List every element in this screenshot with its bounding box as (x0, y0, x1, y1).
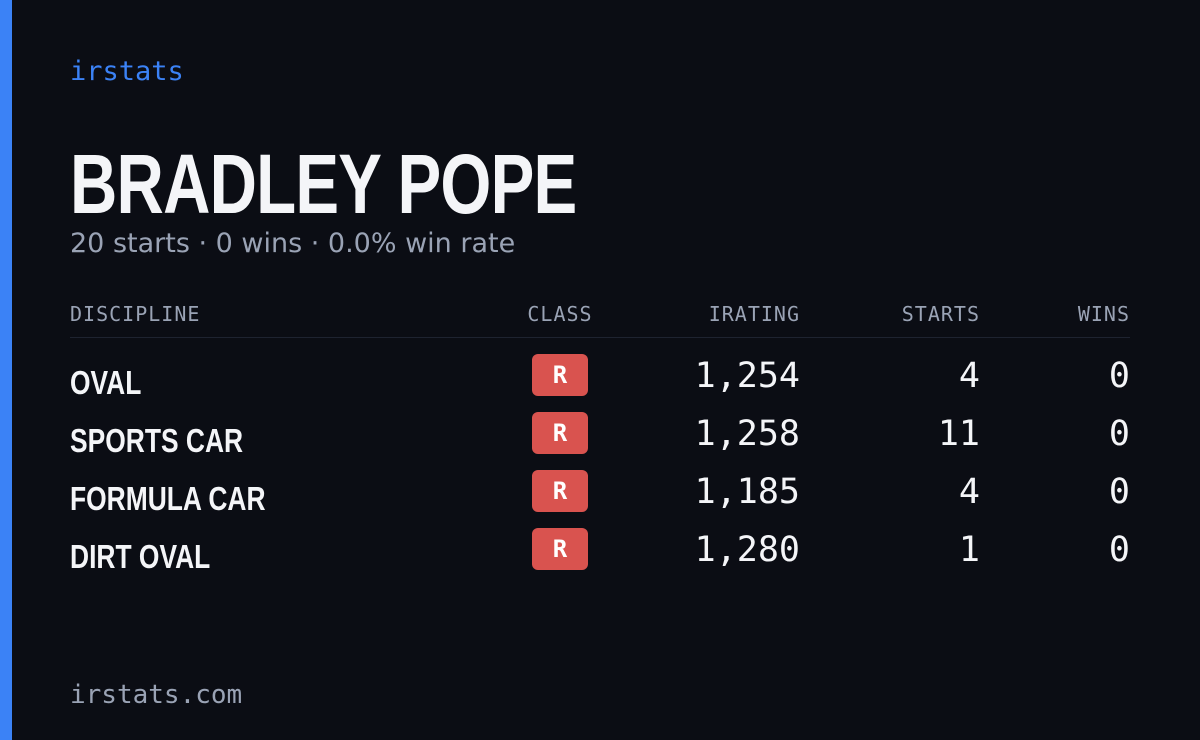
table-row: OVAL R 1,254 4 0 (0, 354, 1200, 412)
column-header: WINS (1077, 302, 1130, 326)
class-badge: R (532, 354, 588, 396)
irating: 1,254 (694, 356, 800, 396)
column-header: IRATING (708, 302, 800, 326)
table-row: FORMULA CAR R 1,185 4 0 (0, 470, 1200, 528)
column-header: CLASS (527, 302, 593, 326)
discipline: SPORTS CAR (70, 422, 244, 459)
table-row: SPORTS CAR R 1,258 11 0 (0, 412, 1200, 470)
divider (70, 337, 1130, 338)
irating: 1,280 (694, 530, 800, 570)
driver-name: BRADLEY POPE (70, 137, 577, 231)
wins: 0 (1108, 356, 1130, 396)
wins: 0 (1108, 530, 1130, 570)
starts: 1 (958, 530, 980, 570)
starts: 11 (937, 414, 980, 454)
discipline: FORMULA CAR (70, 480, 266, 517)
column-header: STARTS (901, 302, 980, 326)
column-header: DISCIPLINE (70, 302, 201, 326)
class-badge: R (532, 412, 588, 454)
wins: 0 (1108, 472, 1130, 512)
wins: 0 (1108, 414, 1130, 454)
irating: 1,258 (694, 414, 800, 454)
discipline: DIRT OVAL (70, 538, 211, 575)
discipline: OVAL (70, 364, 142, 401)
starts: 4 (958, 356, 980, 396)
table-row: DIRT OVAL R 1,280 1 0 (0, 528, 1200, 586)
starts: 4 (958, 472, 980, 512)
brand: irstats (70, 56, 184, 87)
footer: irstats.com (70, 680, 243, 710)
accent-bar (0, 0, 12, 740)
class-badge: R (532, 470, 588, 512)
summary: 20 starts · 0 wins · 0.0% win rate (70, 228, 516, 259)
class-badge: R (532, 528, 588, 570)
irating: 1,185 (694, 472, 800, 512)
